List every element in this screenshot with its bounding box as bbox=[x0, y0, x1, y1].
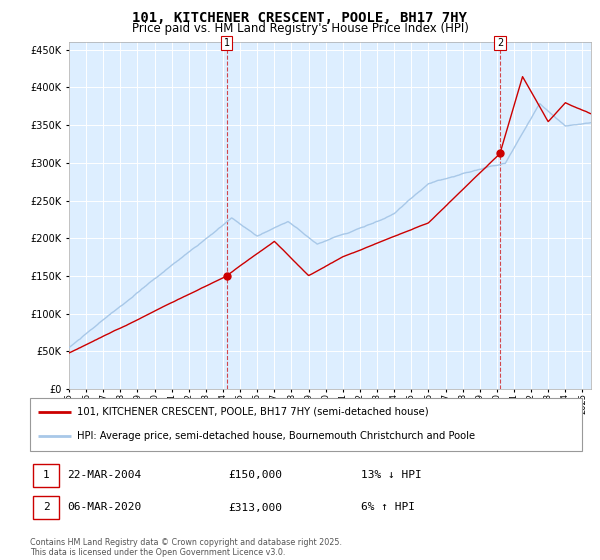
Text: Price paid vs. HM Land Registry's House Price Index (HPI): Price paid vs. HM Land Registry's House … bbox=[131, 22, 469, 35]
FancyBboxPatch shape bbox=[33, 464, 59, 487]
Text: 2: 2 bbox=[43, 502, 49, 512]
Text: £313,000: £313,000 bbox=[229, 502, 283, 512]
Text: 2: 2 bbox=[497, 38, 503, 48]
Text: Contains HM Land Registry data © Crown copyright and database right 2025.
This d: Contains HM Land Registry data © Crown c… bbox=[30, 538, 342, 557]
Text: 101, KITCHENER CRESCENT, POOLE, BH17 7HY: 101, KITCHENER CRESCENT, POOLE, BH17 7HY bbox=[133, 11, 467, 25]
Text: £150,000: £150,000 bbox=[229, 470, 283, 480]
Text: HPI: Average price, semi-detached house, Bournemouth Christchurch and Poole: HPI: Average price, semi-detached house,… bbox=[77, 431, 475, 441]
FancyBboxPatch shape bbox=[30, 398, 582, 451]
Text: 1: 1 bbox=[43, 470, 49, 480]
FancyBboxPatch shape bbox=[33, 496, 59, 519]
Text: 06-MAR-2020: 06-MAR-2020 bbox=[68, 502, 142, 512]
Text: 22-MAR-2004: 22-MAR-2004 bbox=[68, 470, 142, 480]
Text: 13% ↓ HPI: 13% ↓ HPI bbox=[361, 470, 422, 480]
Text: 1: 1 bbox=[224, 38, 230, 48]
Text: 101, KITCHENER CRESCENT, POOLE, BH17 7HY (semi-detached house): 101, KITCHENER CRESCENT, POOLE, BH17 7HY… bbox=[77, 407, 428, 417]
Text: 6% ↑ HPI: 6% ↑ HPI bbox=[361, 502, 415, 512]
